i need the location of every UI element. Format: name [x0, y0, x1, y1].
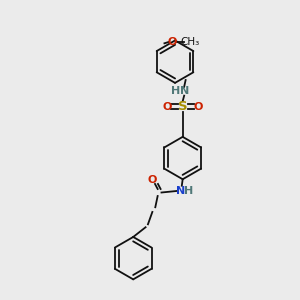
Text: H: H: [184, 186, 193, 196]
Text: O: O: [193, 101, 203, 112]
Text: O: O: [168, 37, 177, 47]
Text: O: O: [163, 101, 172, 112]
Text: S: S: [178, 100, 188, 113]
Text: N: N: [180, 86, 189, 96]
Text: H: H: [171, 86, 181, 96]
Text: O: O: [148, 175, 157, 185]
Text: N: N: [176, 186, 185, 196]
Text: CH₃: CH₃: [180, 37, 200, 47]
